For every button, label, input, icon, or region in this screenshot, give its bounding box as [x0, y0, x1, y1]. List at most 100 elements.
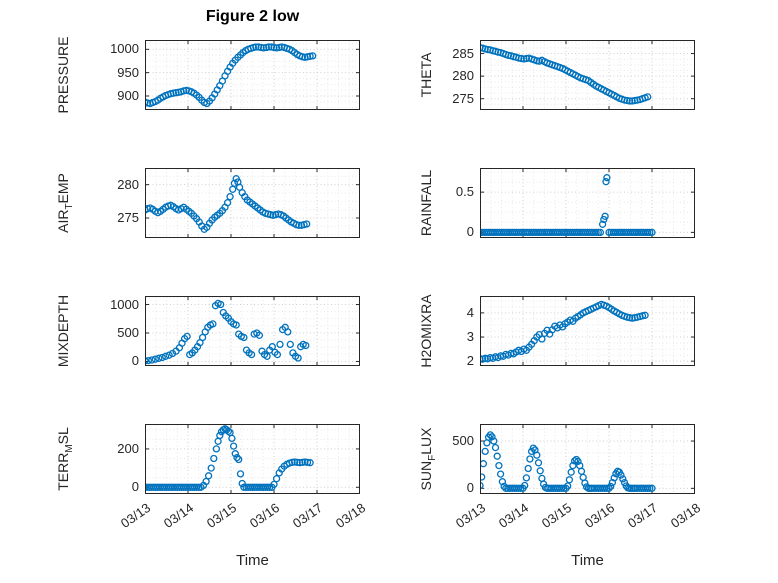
data-point	[493, 452, 501, 460]
data-point	[533, 451, 541, 459]
data-point	[644, 228, 652, 237]
plot-area-terrmsl	[145, 424, 360, 494]
y-tick-label: 200	[117, 440, 139, 456]
y-tick-label: 275	[452, 90, 474, 106]
plot-area-rainfall	[480, 168, 695, 238]
plot-area-airtemp	[145, 168, 360, 238]
x-tick-label: 03/13	[453, 500, 489, 531]
y-tick-label: 280	[117, 176, 139, 192]
plot-area-h2omixra	[480, 296, 695, 366]
x-tick-label: 03/18	[333, 500, 369, 531]
x-tick-label: 03/15	[204, 500, 240, 531]
data-point	[496, 470, 505, 478]
data-point	[480, 481, 484, 490]
data-point	[538, 335, 546, 343]
data-point	[536, 467, 544, 475]
data-point	[263, 352, 271, 360]
data-point	[295, 221, 303, 229]
data-point	[228, 434, 236, 443]
subplot-terrmsl: TERRMSL 0 200 03/13 03/14 03/15 03/16 03/17 03/…	[55, 424, 369, 531]
data-point	[276, 340, 284, 349]
data-point	[238, 479, 246, 488]
y-tick-label: 285	[452, 45, 474, 61]
data-point	[207, 464, 215, 472]
data-point	[603, 174, 611, 182]
data-point	[603, 484, 611, 492]
data-point	[296, 459, 304, 467]
data-point	[644, 484, 652, 492]
x-tick-label: 03/17	[625, 500, 661, 531]
data-point	[161, 352, 170, 360]
data-point	[486, 431, 494, 439]
data-point	[293, 458, 301, 467]
data-point	[192, 483, 201, 491]
data-point	[294, 354, 302, 362]
data-point	[581, 479, 589, 487]
data-point	[648, 228, 656, 237]
data-point	[521, 481, 529, 490]
data-point	[229, 185, 237, 193]
data-point	[524, 464, 532, 473]
data-point	[491, 443, 500, 452]
data-point	[601, 212, 609, 220]
plot-area-pressure	[145, 40, 360, 110]
data-point	[529, 444, 537, 452]
y-tick-label: 3	[466, 329, 474, 345]
data-point	[641, 311, 649, 319]
data-point	[526, 455, 534, 463]
data-point	[567, 468, 575, 476]
data-point	[303, 458, 312, 467]
data-point	[480, 355, 484, 363]
data-point	[151, 355, 159, 363]
y-tick-label: 500	[452, 433, 474, 449]
plot-area-sunflux	[480, 424, 695, 494]
x-tick-label: 03/18	[668, 500, 704, 531]
figure-title: Figure 2 low	[205, 8, 300, 25]
data-point	[286, 340, 294, 349]
data-point	[646, 228, 654, 237]
data-point	[202, 477, 210, 486]
data-point	[481, 447, 489, 456]
y-tick-label: 0	[131, 479, 139, 495]
data-point	[594, 228, 602, 237]
data-point	[602, 178, 610, 186]
y-tick-label: 900	[117, 88, 139, 103]
subplot-airtemp: AIRTEMP 275 280	[55, 168, 360, 238]
data-point	[619, 475, 627, 483]
data-point	[298, 458, 307, 467]
data-point	[232, 321, 240, 329]
data-point	[648, 484, 656, 492]
y-tick-label: 950	[117, 64, 139, 80]
data-point	[155, 354, 163, 362]
y-axis-label-terrmsl: TERRMSL	[55, 427, 75, 491]
x-axis-label-left: Time	[236, 552, 269, 569]
data-point	[515, 484, 523, 492]
x-tick-label: 03/16	[582, 500, 618, 531]
y-axis-label-pressure: PRESSURE	[55, 36, 72, 114]
data-point	[565, 476, 574, 484]
data-point	[270, 43, 278, 52]
x-tick-label: 03/15	[539, 500, 575, 531]
y-tick-label: 500	[117, 324, 139, 340]
data-point	[625, 97, 634, 105]
data-point	[302, 341, 310, 350]
data-point	[145, 357, 149, 365]
data-point	[229, 442, 238, 450]
data-point	[284, 328, 292, 336]
subplot-rainfall: RAINFALL 0 0.5	[418, 168, 695, 239]
data-point	[216, 431, 224, 440]
data-point	[226, 193, 234, 201]
x-tick-label: 03/14	[496, 500, 532, 531]
data-point	[570, 457, 579, 465]
data-point	[260, 44, 268, 52]
subplot-sunflux: SUNFLUX 0 500 03/13 03/14 03/15 03/16 03/17 03/…	[418, 424, 704, 531]
data-point	[306, 459, 314, 467]
data-point	[252, 43, 260, 51]
data-point	[233, 453, 241, 462]
plot-area-mixdepth	[145, 296, 360, 366]
data-point	[534, 459, 543, 467]
y-tick-label: 1000	[110, 41, 139, 57]
x-tick-label: 03/14	[161, 500, 197, 531]
data-point	[515, 54, 523, 62]
data-point	[488, 433, 496, 441]
